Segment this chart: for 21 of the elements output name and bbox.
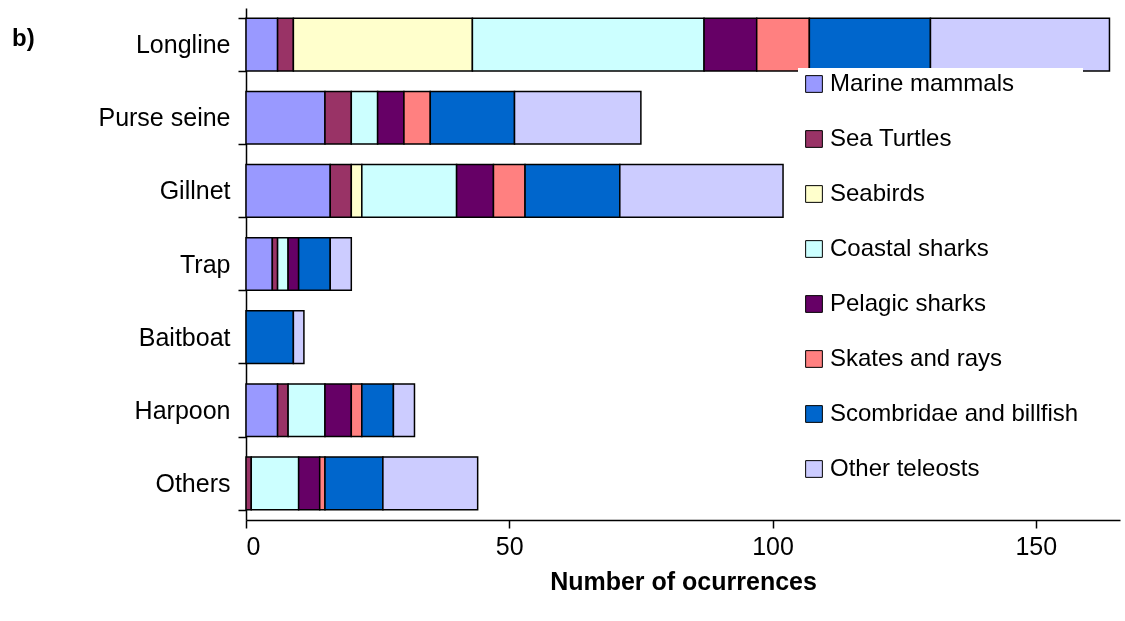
legend-label: Sea Turtles bbox=[830, 124, 952, 151]
legend-label: Other teleosts bbox=[830, 454, 980, 481]
x-axis-title: Number of ocurrences bbox=[550, 566, 817, 595]
legend-label: Coastal sharks bbox=[830, 234, 989, 261]
y-tick-label: Baitboat bbox=[138, 322, 231, 351]
x-tick-label: 0 bbox=[246, 531, 261, 560]
y-tick-label: Gillnet bbox=[159, 176, 231, 205]
legend-label: Seabirds bbox=[830, 179, 925, 206]
x-tick-label: 100 bbox=[752, 531, 794, 560]
x-tick-label: 150 bbox=[1015, 531, 1058, 560]
y-tick-label: Harpoon bbox=[134, 395, 231, 424]
y-tick-label: Others bbox=[155, 468, 231, 497]
legend-label: Pelagic sharks bbox=[830, 289, 987, 316]
legend-label: Marine mammals bbox=[830, 69, 1015, 96]
legend-label: Scombridae and billfish bbox=[830, 399, 1079, 426]
y-tick-label: Purse seine bbox=[98, 103, 231, 132]
y-tick-label: Longline bbox=[135, 30, 231, 59]
x-tick-label: 50 bbox=[495, 531, 524, 560]
text: b) bbox=[12, 24, 35, 52]
y-tick-label: Trap bbox=[180, 249, 231, 278]
legend-label: Skates and rays bbox=[830, 344, 1003, 371]
